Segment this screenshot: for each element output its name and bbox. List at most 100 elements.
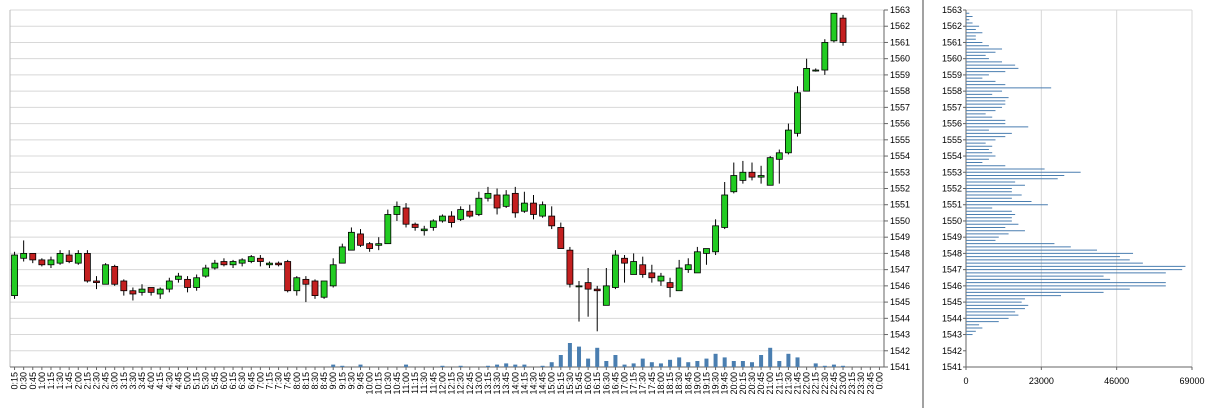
x-tick-label: 15:15 [556,372,566,395]
volume-bar [613,355,618,367]
candle [648,264,656,283]
candle-body [520,202,528,212]
candle-body [338,246,346,264]
candle-body [111,265,119,285]
candle [138,284,146,296]
candle [47,256,55,269]
volume-bar [404,364,409,367]
candle [548,206,556,230]
x-tick-label: 12:00 [437,372,447,395]
candle [275,261,282,267]
candle [775,149,783,184]
x-tick-label: 8:15 [301,372,311,390]
candle-body [739,171,747,181]
y-tick-label: 1561 [890,37,910,47]
candle-body [93,280,100,284]
candle-body [193,277,201,288]
y-tick-label: 1556 [890,119,910,129]
candle [830,12,838,43]
x-tick-label: 15:30 [565,372,575,395]
x-tick-label: 10:45 [392,372,402,395]
x-tick-label: 4:00 [146,372,156,390]
x-tick-label: 22:15 [811,372,821,395]
candle [593,285,601,332]
candle-body [684,264,692,271]
candle-body [584,282,592,290]
candle [229,259,237,269]
candle [65,250,73,264]
candle-body [757,175,765,178]
x-tick-label: 69000 [1179,376,1204,386]
volume-bar [722,357,727,367]
candle-body [65,254,73,262]
candle [712,219,719,256]
volume-bar [713,353,718,367]
volume-bar [504,363,509,367]
x-tick-label: 9:00 [328,372,338,390]
candle-body [557,227,565,249]
x-tick-label: 3:45 [137,372,147,390]
volume-bar [358,364,363,367]
candle-body [375,243,383,246]
y-tick-label: 1560 [890,54,910,64]
candle-body [457,209,465,220]
candle [156,287,164,299]
candle-body [175,275,182,280]
y-tick-label: 1558 [890,86,910,96]
candle [839,14,847,46]
candle-body [302,278,310,285]
candle-body [202,267,210,277]
candle [557,222,565,249]
y-tick-label: 1548 [890,248,910,258]
x-tick-label: 13:30 [492,372,502,395]
x-tick-label: 0:15 [10,372,20,390]
x-tick-label: 21:30 [783,372,793,395]
y-tick-label: 1543 [942,330,962,340]
candle [766,156,774,186]
candle-body [411,223,419,228]
candle-body [439,215,446,222]
x-tick-label: 2:15 [82,372,92,390]
candle-body [511,192,519,214]
x-tick-label: 4:15 [155,372,165,390]
volume-bar [786,353,791,367]
candle-body [120,280,128,292]
volume-bar [522,364,527,367]
candle [730,162,738,194]
candle-body [502,194,510,207]
candle-body [666,282,674,288]
candle-body [475,197,483,215]
volume-bar [577,346,582,367]
candle-body [238,259,246,264]
candle-body [138,288,146,293]
candle-series [11,12,847,332]
candle-body [311,280,319,296]
x-tick-label: 23000 [1029,376,1054,386]
x-tick-label: 17:15 [629,372,639,395]
y-tick-label: 1557 [890,102,910,112]
x-tick-label: 8:30 [310,372,320,390]
candle [284,259,292,293]
y-tick-label: 1562 [942,21,962,31]
candle-body [721,194,729,228]
y-tick-label: 1559 [942,70,962,80]
volume-bar [586,358,591,367]
y-tick-label: 1554 [890,151,910,161]
x-tick-label: 14:00 [510,372,520,395]
candle [29,253,37,264]
volume-bar [649,362,654,367]
candle [302,276,310,303]
volume-bar [768,347,773,367]
candle [93,276,100,290]
candle [147,287,155,296]
volume-bar [740,361,745,367]
x-tick-label: 20:00 [729,372,739,395]
candle-body [448,215,455,223]
x-tick-label: 16:15 [592,372,602,395]
y-tick-label: 1551 [942,200,962,210]
candle [693,246,701,274]
x-tick-label: 0:00 [874,372,884,390]
candle [120,279,128,296]
y-tick-label: 1547 [942,265,962,275]
candle [293,276,301,296]
